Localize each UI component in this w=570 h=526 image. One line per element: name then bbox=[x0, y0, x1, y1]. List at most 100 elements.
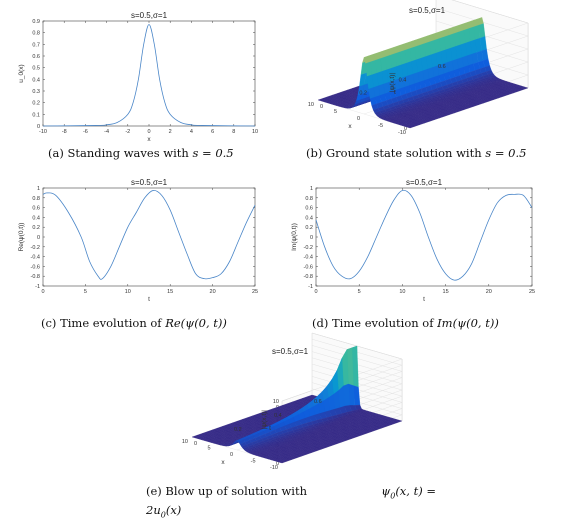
t-tick-label: 0.2 bbox=[234, 427, 242, 433]
t-tick-label: 0.4 bbox=[399, 77, 407, 83]
caption-e-psi: ψ bbox=[381, 484, 391, 498]
caption-e-math1: ψ0(x, t) = bbox=[381, 484, 436, 503]
caption-e-x: (x) bbox=[165, 503, 182, 518]
z-tick-label: 10 bbox=[273, 399, 279, 405]
y-tick-label: 0.9 bbox=[32, 19, 40, 25]
chart-title: s=0.5,σ=1 bbox=[272, 347, 309, 356]
caption-b-math: s = 0.5 bbox=[485, 146, 527, 160]
chart-d: 0 5 10 15 20 25 -1 -0.8 -0.6 -0.4 -0.2 0 0.2 0.4 0.6 0.… bbox=[291, 178, 535, 303]
surface-patch bbox=[407, 125, 416, 129]
x-axis-label: t bbox=[148, 296, 150, 303]
panel-b: 00.20.40.60.811050-5-1000.20.40.6xt|ψ(x,… bbox=[285, 0, 570, 170]
x-axis-label: x bbox=[221, 459, 225, 466]
y-tick-label: -0.6 bbox=[31, 264, 40, 270]
x-tick-label: 20 bbox=[486, 289, 492, 295]
caption-c: (c) Time evolution of Re(ψ(0, t)) bbox=[41, 316, 227, 330]
y-tick-label: 0.8 bbox=[32, 196, 40, 202]
x-axis-label: x bbox=[348, 123, 352, 130]
panel-a: -10 -8 -6 -4 -2 0 2 4 6 8 10 0 0.1 0.2 0.3 0.4 0.5 0.6 0.7… bbox=[0, 0, 285, 170]
y-tick-label: 0.6 bbox=[32, 54, 40, 60]
panel-c: 0 5 10 15 20 25 -1 -0.8 -0.6 -0.4 -0.2 0 0.2 0.4 0.6 0.… bbox=[0, 175, 285, 315]
x-tick-label: 10 bbox=[182, 439, 188, 445]
y-axis-label: Im(ψ(0,t)) bbox=[291, 223, 298, 251]
y-tick-label: -1 bbox=[308, 284, 313, 290]
caption-b: (b) Ground state solution with s = 0.5 bbox=[306, 146, 526, 160]
series-line bbox=[42, 24, 256, 127]
series-line bbox=[315, 189, 533, 281]
plot-frame bbox=[315, 187, 533, 287]
x-tick-label: -10 bbox=[39, 129, 47, 135]
series-line bbox=[42, 190, 256, 280]
y-axis-label: Re(ψ(0,t)) bbox=[18, 223, 25, 252]
x-tick-label: 15 bbox=[167, 289, 173, 295]
y-tick-label: 0.5 bbox=[32, 66, 40, 72]
t-axis-label: t bbox=[269, 425, 271, 432]
x-tick-label: 15 bbox=[443, 289, 449, 295]
chart-b: 00.20.40.60.811050-5-1000.20.40.6xt|ψ(x,… bbox=[308, 0, 529, 136]
y-tick-label: -0.4 bbox=[304, 255, 313, 261]
x-axis-label: x bbox=[147, 136, 151, 143]
y-tick-label: 1 bbox=[310, 186, 313, 192]
caption-e-text: (e) Blow up of solution with bbox=[146, 484, 307, 498]
chart-title: s=0.5,σ=1 bbox=[131, 178, 168, 187]
y-tick-label: -1 bbox=[35, 284, 40, 290]
y-tick-label: -0.8 bbox=[304, 274, 313, 280]
caption-e-sub1: 0 bbox=[390, 491, 396, 501]
y-tick-label: 0.3 bbox=[32, 89, 40, 95]
t-tick-label: 0.6 bbox=[314, 399, 322, 405]
x-tick-label: 20 bbox=[210, 289, 216, 295]
x-tick-label: -10 bbox=[398, 130, 406, 136]
x-tick-label: 0 bbox=[314, 289, 317, 295]
x-tick-label: -5 bbox=[251, 459, 256, 465]
y-axis-label: u_0(x) bbox=[18, 64, 25, 82]
y-tick-label: 0.4 bbox=[32, 215, 40, 221]
z-axis-label: |ψ(x,t)| bbox=[261, 410, 268, 430]
x-tick-label: 10 bbox=[252, 129, 258, 135]
caption-e-line2: 2u0(x) bbox=[146, 503, 436, 522]
y-tick-label: 0.8 bbox=[305, 196, 313, 202]
caption-e-args: (x, t) = bbox=[395, 484, 436, 498]
z-axis-label: |ψ(x,t)| bbox=[389, 73, 396, 93]
t-axis-label: t bbox=[394, 89, 396, 96]
plot-frame bbox=[42, 20, 256, 127]
z-tick-label: 0 bbox=[404, 126, 407, 132]
surface-patch bbox=[280, 460, 288, 464]
x-axis-label: t bbox=[423, 296, 425, 303]
y-tick-label: -0.8 bbox=[31, 274, 40, 280]
y-tick-label: -0.6 bbox=[304, 264, 313, 270]
chart-e: 0123456789101050-5-1000.20.40.6xt|ψ(x,t)… bbox=[182, 332, 403, 471]
x-tick-label: -10 bbox=[270, 465, 278, 471]
x-tick-label: 5 bbox=[334, 109, 337, 115]
caption-c-text: (c) Time evolution of bbox=[41, 316, 166, 330]
z-tick-label: 0 bbox=[276, 461, 279, 467]
t-tick-label: 0 bbox=[194, 441, 197, 447]
x-tick-label: 25 bbox=[252, 289, 258, 295]
y-tick-label: 0.7 bbox=[32, 42, 40, 48]
panel-d: 0 5 10 15 20 25 -1 -0.8 -0.6 -0.4 -0.2 0 0.2 0.4 0.6 0.… bbox=[285, 175, 570, 315]
x-tick-label: 5 bbox=[207, 446, 210, 452]
t-tick-label: 0 bbox=[320, 104, 323, 110]
x-tick-label: 8 bbox=[232, 129, 235, 135]
x-tick-label: -6 bbox=[83, 129, 88, 135]
y-tick-label: 0.6 bbox=[32, 206, 40, 212]
t-tick-label: 0.6 bbox=[438, 64, 446, 70]
caption-e: (e) Blow up of solution with ψ0(x, t) = … bbox=[146, 484, 436, 523]
chart-title: s=0.5,σ=1 bbox=[409, 6, 446, 15]
x-tick-label: -4 bbox=[104, 129, 109, 135]
y-tick-label: -0.2 bbox=[31, 245, 40, 251]
caption-e-line1: (e) Blow up of solution with ψ0(x, t) = bbox=[146, 484, 436, 503]
chart-c: 0 5 10 15 20 25 -1 -0.8 -0.6 -0.4 -0.2 0 0.2 0.4 0.6 0.… bbox=[18, 178, 258, 303]
y-tick-label: 0.2 bbox=[32, 225, 40, 231]
x-tick-label: 0 bbox=[357, 116, 360, 122]
y-tick-label: 0.2 bbox=[32, 101, 40, 107]
y-tick-label: 0 bbox=[37, 235, 40, 241]
x-tick-label: 0 bbox=[230, 452, 233, 458]
caption-d-math: Im(ψ(0, t)) bbox=[437, 316, 499, 330]
caption-a-text: (a) Standing waves with bbox=[48, 146, 193, 160]
y-tick-label: 0 bbox=[37, 124, 40, 130]
y-tick-label: -0.2 bbox=[304, 245, 313, 251]
y-tick-label: 0.6 bbox=[305, 206, 313, 212]
caption-b-text: (b) Ground state solution with bbox=[306, 146, 486, 160]
x-tick-label: 4 bbox=[190, 129, 193, 135]
caption-d: (d) Time evolution of Im(ψ(0, t)) bbox=[312, 316, 499, 330]
